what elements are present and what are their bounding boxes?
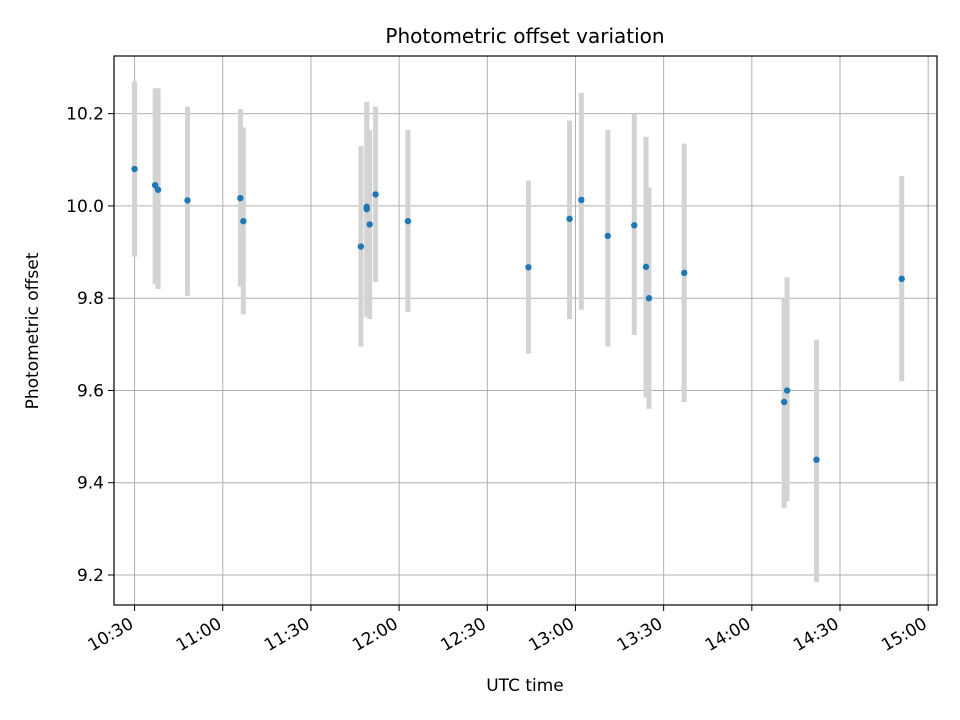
y-axis: 9.2 9.4 9.6 9.8 10.0 10.2 xyxy=(66,105,114,586)
y-tick-label: 9.4 xyxy=(77,474,104,494)
data-point xyxy=(184,197,191,204)
data-point xyxy=(898,275,905,283)
data-point xyxy=(813,456,820,463)
plot-frame xyxy=(113,55,938,606)
data-point xyxy=(642,263,650,271)
data-point xyxy=(357,243,365,250)
grid-lines xyxy=(114,56,937,605)
data-point xyxy=(240,217,247,225)
data-point xyxy=(645,295,653,302)
data-point xyxy=(783,387,791,394)
data-point xyxy=(151,181,159,189)
data-point xyxy=(631,222,638,229)
data-point xyxy=(566,215,573,223)
data-point xyxy=(604,232,611,240)
data-point xyxy=(372,191,379,198)
data-point xyxy=(578,196,585,204)
data-point xyxy=(363,205,370,213)
y-tick-label: 10.0 xyxy=(66,197,104,217)
data-point xyxy=(366,221,373,228)
chart-title: Photometric offset variation xyxy=(385,24,664,48)
y-axis-label: Photometric offset xyxy=(23,252,43,409)
data-point xyxy=(681,269,688,277)
data-point xyxy=(237,194,244,202)
y-tick-label: 9.2 xyxy=(77,566,104,586)
data-point xyxy=(525,264,532,271)
data-point xyxy=(131,165,138,173)
data-points xyxy=(131,165,905,463)
y-tick-label: 9.6 xyxy=(77,381,104,401)
data-point xyxy=(404,217,412,225)
x-axis-label: UTC time xyxy=(486,676,564,696)
data-point xyxy=(154,186,162,193)
data-point xyxy=(780,398,788,406)
y-tick-label: 10.2 xyxy=(66,105,104,125)
y-tick-label: 9.8 xyxy=(77,289,104,309)
